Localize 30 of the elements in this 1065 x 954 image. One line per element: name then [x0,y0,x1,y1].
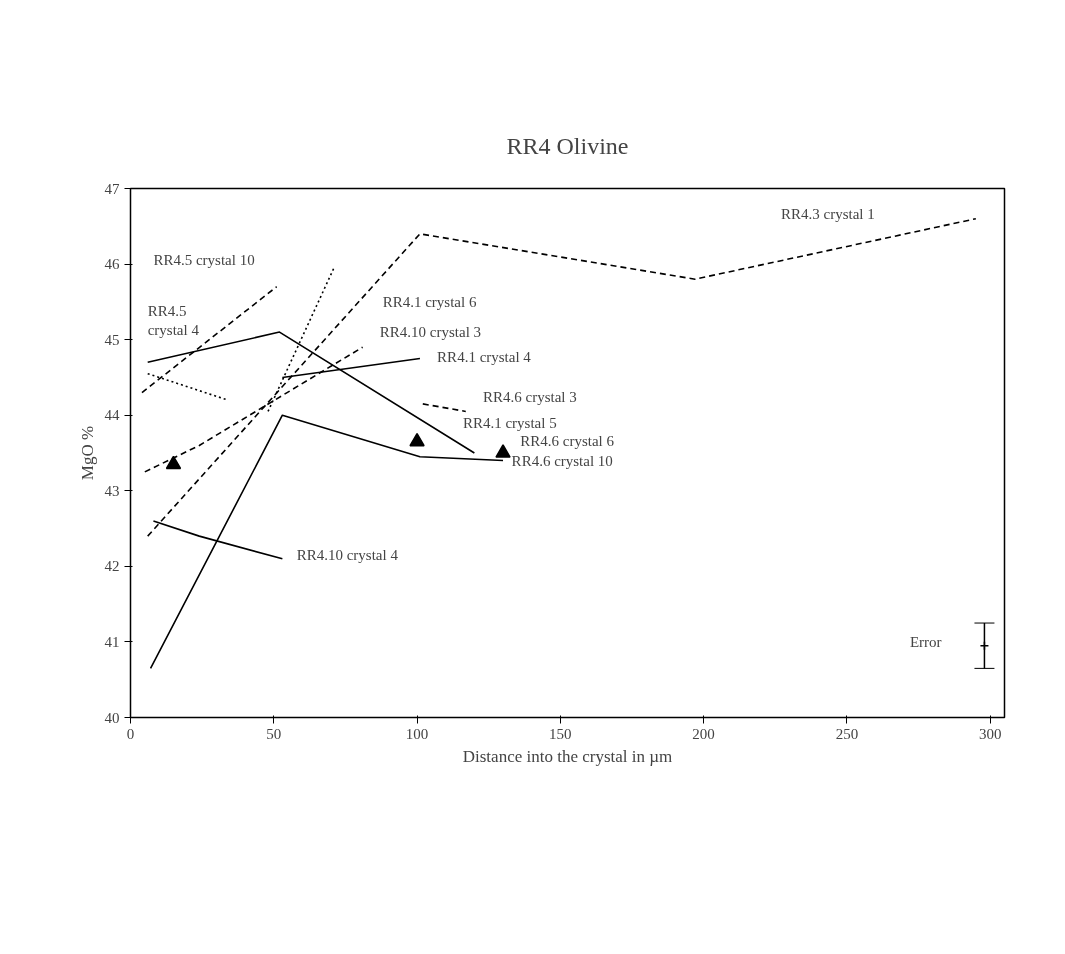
x-tick-label: 50 [266,725,282,742]
y-tick-label: 45 [104,331,120,348]
annotation: RR4.3 crystal 1 [780,206,875,223]
annotation: RR4.6 crystal 10 [511,453,613,470]
annotation: RR4.1 crystal 4 [437,349,532,366]
annotation: RR4.1 crystal 5 [462,414,557,431]
y-axis-title: MgO % [77,425,97,481]
y-tick-label: 41 [104,633,120,650]
y-tick-label: 42 [104,558,120,575]
annotation: RR4.6 crystal 6 [520,432,615,449]
x-axis-title: Distance into the crystal in µm [462,746,673,766]
y-tick-label: 40 [104,709,120,726]
x-tick-label: 200 [692,725,715,742]
x-tick-label: 300 [978,725,1002,742]
annotation: RR4.10 crystal 3 [379,324,482,341]
annotation: RR4.5 crystal 4 [147,303,200,339]
y-tick-label: 47 [104,180,120,197]
chart-title: RR4 Olivine [506,132,629,159]
y-tick-label: 46 [104,256,120,273]
annotation: RR4.10 crystal 4 [296,547,399,564]
x-tick-label: 0 [126,725,135,742]
annotation: RR4.1 crystal 6 [382,293,477,310]
x-tick-label: 100 [405,725,429,742]
y-tick-label: 43 [104,482,120,499]
x-tick-label: 250 [835,725,859,742]
annotation: RR4.6 crystal 3 [482,389,577,406]
x-tick-label: 150 [549,725,572,742]
annotation: RR4.5 crystal 10 [153,252,255,269]
annotation: Error [909,633,942,650]
y-tick-label: 44 [104,407,120,424]
